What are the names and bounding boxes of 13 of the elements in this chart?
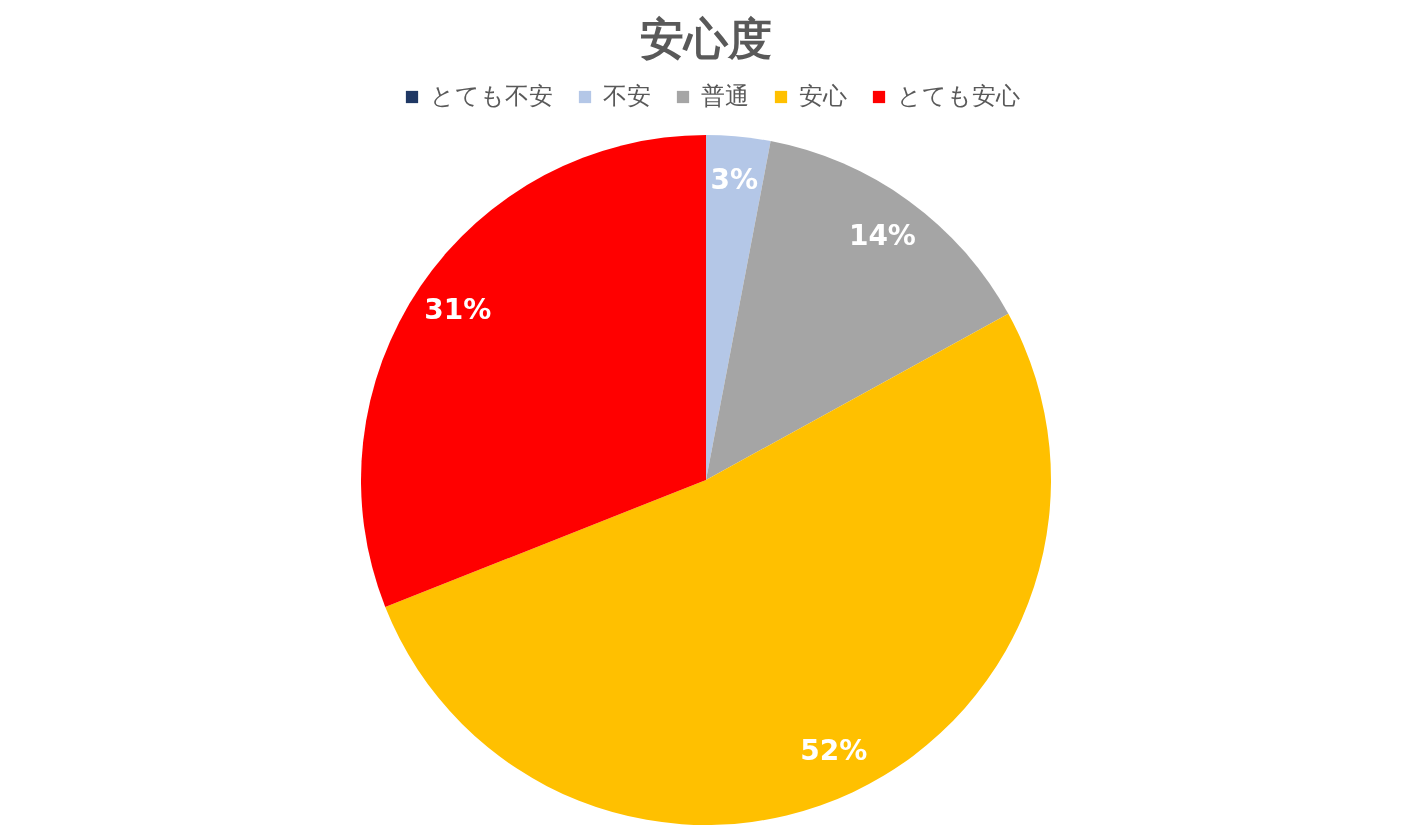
data-label: 52%: [800, 733, 868, 767]
chart-title: 安心度: [640, 13, 772, 64]
legend-label: とても安心: [897, 82, 1020, 110]
legend-label: とても不安: [430, 82, 553, 110]
legend-label: 安心: [799, 82, 847, 110]
legend-label: 普通: [701, 82, 749, 110]
pie-slice: [361, 135, 706, 607]
data-label: 31%: [424, 293, 492, 327]
pie-slice: [706, 141, 1009, 480]
legend-label: 不安: [603, 82, 651, 110]
pie-slice: [706, 135, 771, 480]
data-label: 3%: [710, 163, 759, 197]
data-label: 14%: [848, 219, 916, 253]
